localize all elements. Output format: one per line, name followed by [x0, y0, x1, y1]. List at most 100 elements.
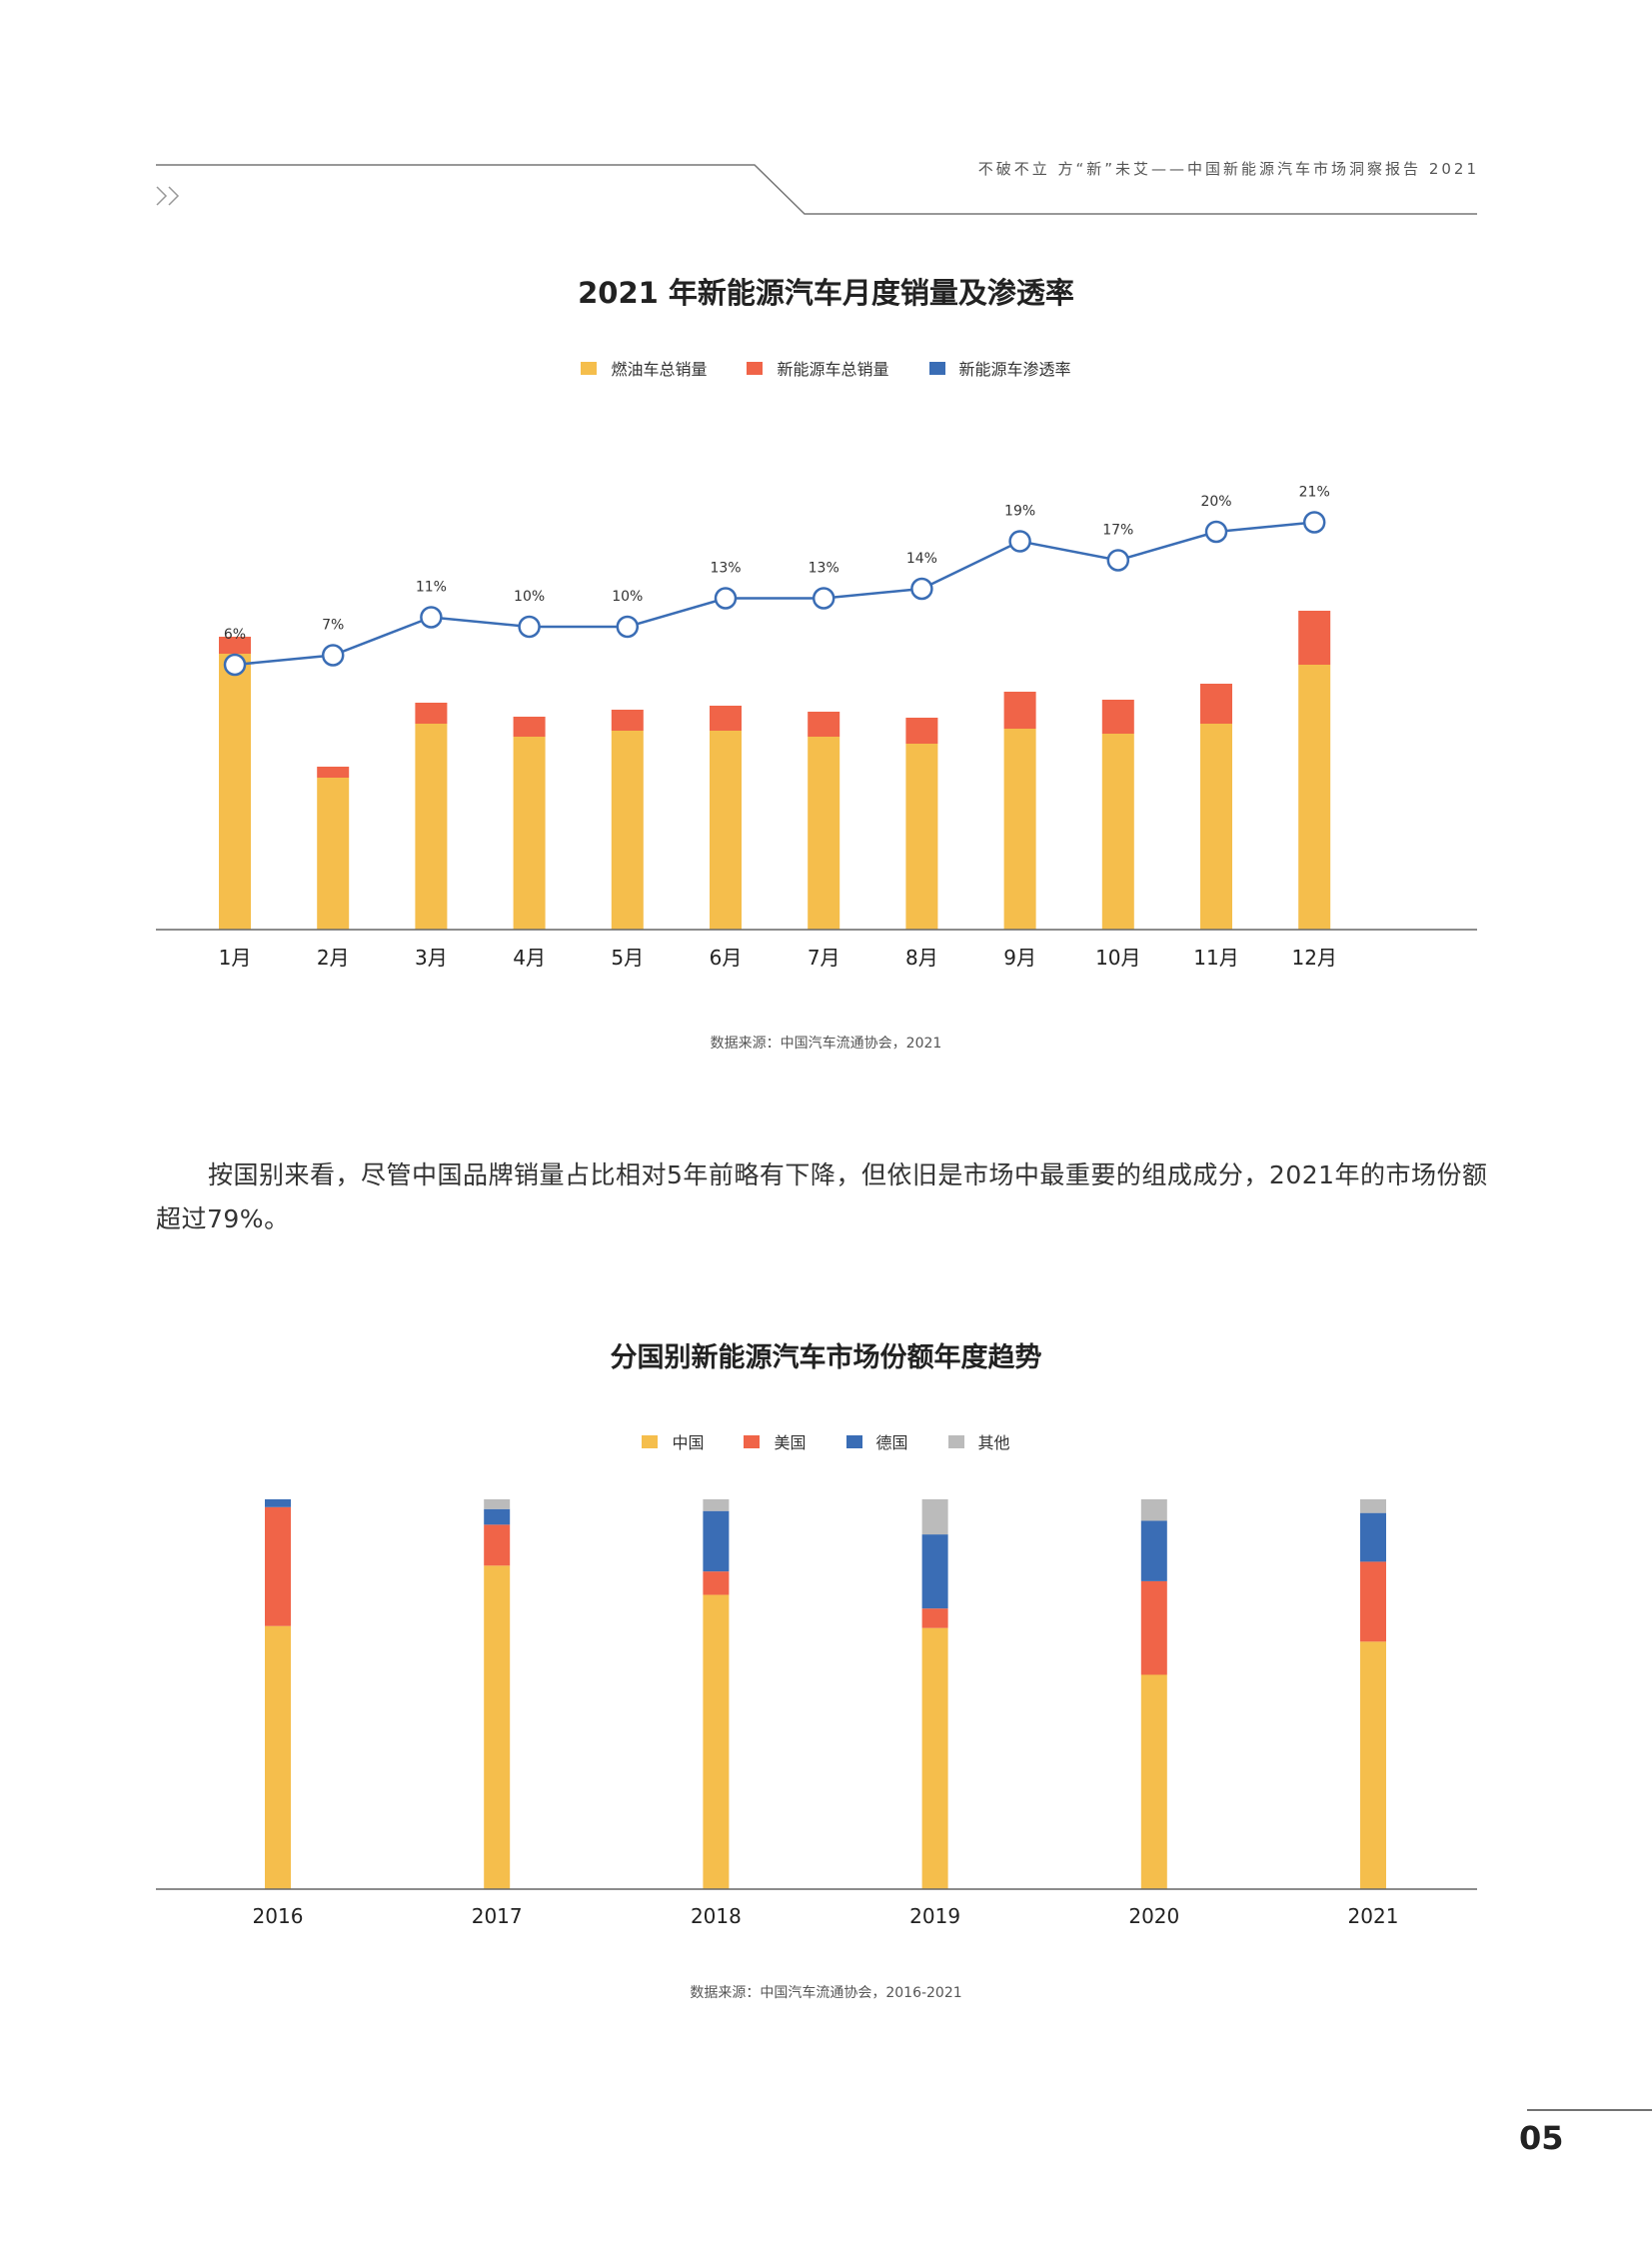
chart1-penetration-label-5: 13% [710, 561, 741, 577]
chart1-title: 2021 年新能源汽车月度销量及渗透率 [578, 276, 1074, 310]
header-decoration [156, 164, 1477, 215]
chart2-legend-swatch-1 [744, 1434, 761, 1448]
chart1-legend: 燃油车总销量 新能源车总销量 新能源车渗透率 [0, 356, 1652, 380]
chart2-legend-label-2: 德国 [875, 1433, 908, 1452]
chart1-source: 数据来源：中国汽车流通协会，2021 [710, 1036, 942, 1052]
chart2-bar-2016-s2 [265, 1499, 291, 1507]
chart1-penetration-point-1 [321, 644, 345, 667]
chart1-penetration-label-8: 19% [1004, 504, 1035, 520]
chart1-bar-2--s0 [317, 778, 350, 930]
chart2-bar-2016-s0 [265, 1625, 291, 1889]
chart2-bar-2020-s3 [1140, 1499, 1167, 1521]
chart2-bar-2021-s0 [1360, 1641, 1386, 1889]
chart1-penetration-point-7 [910, 577, 933, 601]
chart1-penetration-point-10 [1204, 520, 1228, 544]
chart2-legend-label-1: 美国 [774, 1433, 807, 1452]
chart1-bar-6--s1 [710, 706, 742, 731]
chart2-xtick-3: 2019 [909, 1904, 960, 1928]
chart1-legend-item-1: 新能源车总销量 [747, 356, 889, 380]
chart1-legend-swatch-0 [581, 361, 598, 375]
chart1-bar-1--s1 [219, 637, 251, 654]
chart2-legend-swatch-0 [642, 1434, 659, 1448]
chart1-legend-item-2: 新能源车渗透率 [928, 356, 1071, 380]
chart1-legend-swatch-1 [747, 361, 764, 375]
chart2-legend-swatch-2 [845, 1434, 862, 1448]
chart1-xtick-7: 8月 [905, 946, 938, 970]
chart2-bar-2018-s2 [703, 1510, 730, 1572]
chart1-penetration-label-7: 14% [906, 551, 937, 567]
chart1-xtick-9: 10月 [1095, 946, 1140, 970]
chart1-xtick-0: 1月 [219, 946, 252, 970]
chart1-penetration-point-2 [420, 606, 443, 629]
chart1-bar-4--s0 [513, 737, 546, 930]
chart1-xtick-8: 9月 [1003, 946, 1036, 970]
chart1-bar-1--s0 [219, 654, 251, 930]
chart1-xtick-11: 12月 [1291, 946, 1336, 970]
chart1-penetration-label-1: 7% [322, 618, 344, 634]
chart1-penetration-point-4 [616, 615, 640, 639]
chart1-bar-8--s1 [905, 718, 938, 744]
chart2-legend-label-3: 其他 [977, 1433, 1010, 1452]
chart1-penetration-label-2: 11% [416, 580, 447, 596]
chart2-legend-item-1: 美国 [744, 1429, 807, 1453]
chart2-bar-2017-s2 [484, 1508, 511, 1525]
chart1-bar-7--s1 [808, 712, 840, 737]
report-header-title: 不破不立 方“新”未艾——中国新能源汽车市场洞察报告 2021 [977, 160, 1479, 178]
chart2-legend-swatch-3 [947, 1434, 964, 1448]
chart2-xtick-1: 2017 [472, 1904, 523, 1928]
chart1-penetration-label-0: 6% [224, 627, 246, 643]
chart1-penetration-point-9 [1106, 549, 1130, 572]
chart2-bar-2018-s0 [703, 1594, 730, 1889]
chart1-penetration-point-8 [1008, 530, 1031, 553]
chart1-legend-swatch-2 [928, 361, 945, 375]
chart1-bar-8--s0 [905, 744, 938, 930]
chart1-legend-item-0: 燃油车总销量 [581, 356, 707, 380]
chart1-penetration-point-0 [223, 653, 247, 677]
chart1-penetration-point-6 [812, 587, 835, 610]
chart1-bar-9--s0 [1003, 729, 1036, 930]
chart2-bar-2019-s0 [921, 1627, 948, 1889]
chart1-xtick-10: 11月 [1193, 946, 1238, 970]
chart2-bar-2019-s2 [921, 1534, 948, 1609]
chart2-source: 数据来源：中国汽车流通协会，2016-2021 [690, 1985, 962, 2001]
chart2-legend-item-3: 其他 [947, 1429, 1010, 1453]
body-paragraph: 按国别来看，尽管中国品牌销量占比相对5年前略有下降，但依旧是市场中最重要的组成成… [156, 1160, 1488, 1233]
chart1-penetration-point-11 [1302, 511, 1326, 534]
chart2-bar-2017-s3 [484, 1499, 511, 1509]
chart2-bar-2017-s0 [484, 1565, 511, 1889]
chart2-bar-2020-s0 [1140, 1674, 1167, 1889]
chart1-penetration-point-3 [518, 615, 541, 639]
chart2-bar-2021-s3 [1360, 1499, 1386, 1513]
chart1-penetration-point-5 [714, 587, 738, 610]
chart1-xtick-1: 2月 [317, 946, 350, 970]
chart2-bar-2016-s1 [265, 1506, 291, 1626]
chart1-xtick-2: 3月 [415, 946, 448, 970]
chart1-penetration-label-4: 10% [612, 589, 643, 605]
header-rule [156, 164, 1477, 215]
chart2-legend-item-2: 德国 [845, 1429, 908, 1453]
chart1-penetration-label-3: 10% [514, 589, 545, 605]
chart1-bar-10--s0 [1101, 734, 1134, 930]
chart1-penetration-label-6: 13% [809, 561, 839, 577]
chart1-penetration-label-10: 20% [1200, 494, 1231, 510]
chart1-bar-3--s1 [415, 703, 448, 724]
chart1-bar-7--s0 [808, 737, 840, 930]
chart2-bar-2020-s1 [1140, 1580, 1167, 1675]
chart1-bar-5--s0 [611, 731, 644, 930]
chart2-legend-item-0: 中国 [642, 1429, 704, 1453]
double-chevron-icon [156, 186, 180, 206]
chart2-bar-2018-s1 [703, 1571, 730, 1595]
page-number-rule [1527, 2109, 1652, 2111]
chart2-xtick-0: 2016 [253, 1904, 304, 1928]
chart2-legend-label-0: 中国 [672, 1433, 705, 1452]
page-number: 05 [1519, 2119, 1564, 2157]
chart1-monthly-sales-penetration: 1月 2月 3月 4月 5月 6月 7月 8月 9月 10月 11月 12月 6% 7% 11% 10% 10%… [156, 485, 1477, 970]
chart1-bar-3--s0 [415, 724, 448, 930]
chart1-penetration-label-11: 21% [1299, 485, 1330, 501]
chart2-xtick-4: 2020 [1128, 1904, 1179, 1928]
chart1-bar-11--s0 [1200, 724, 1232, 930]
chart1-legend-label-1: 新能源车总销量 [777, 360, 889, 379]
chart1-xtick-3: 4月 [513, 946, 546, 970]
chart1-bar-12--s0 [1298, 665, 1331, 930]
chart2-bar-2019-s1 [921, 1608, 948, 1628]
